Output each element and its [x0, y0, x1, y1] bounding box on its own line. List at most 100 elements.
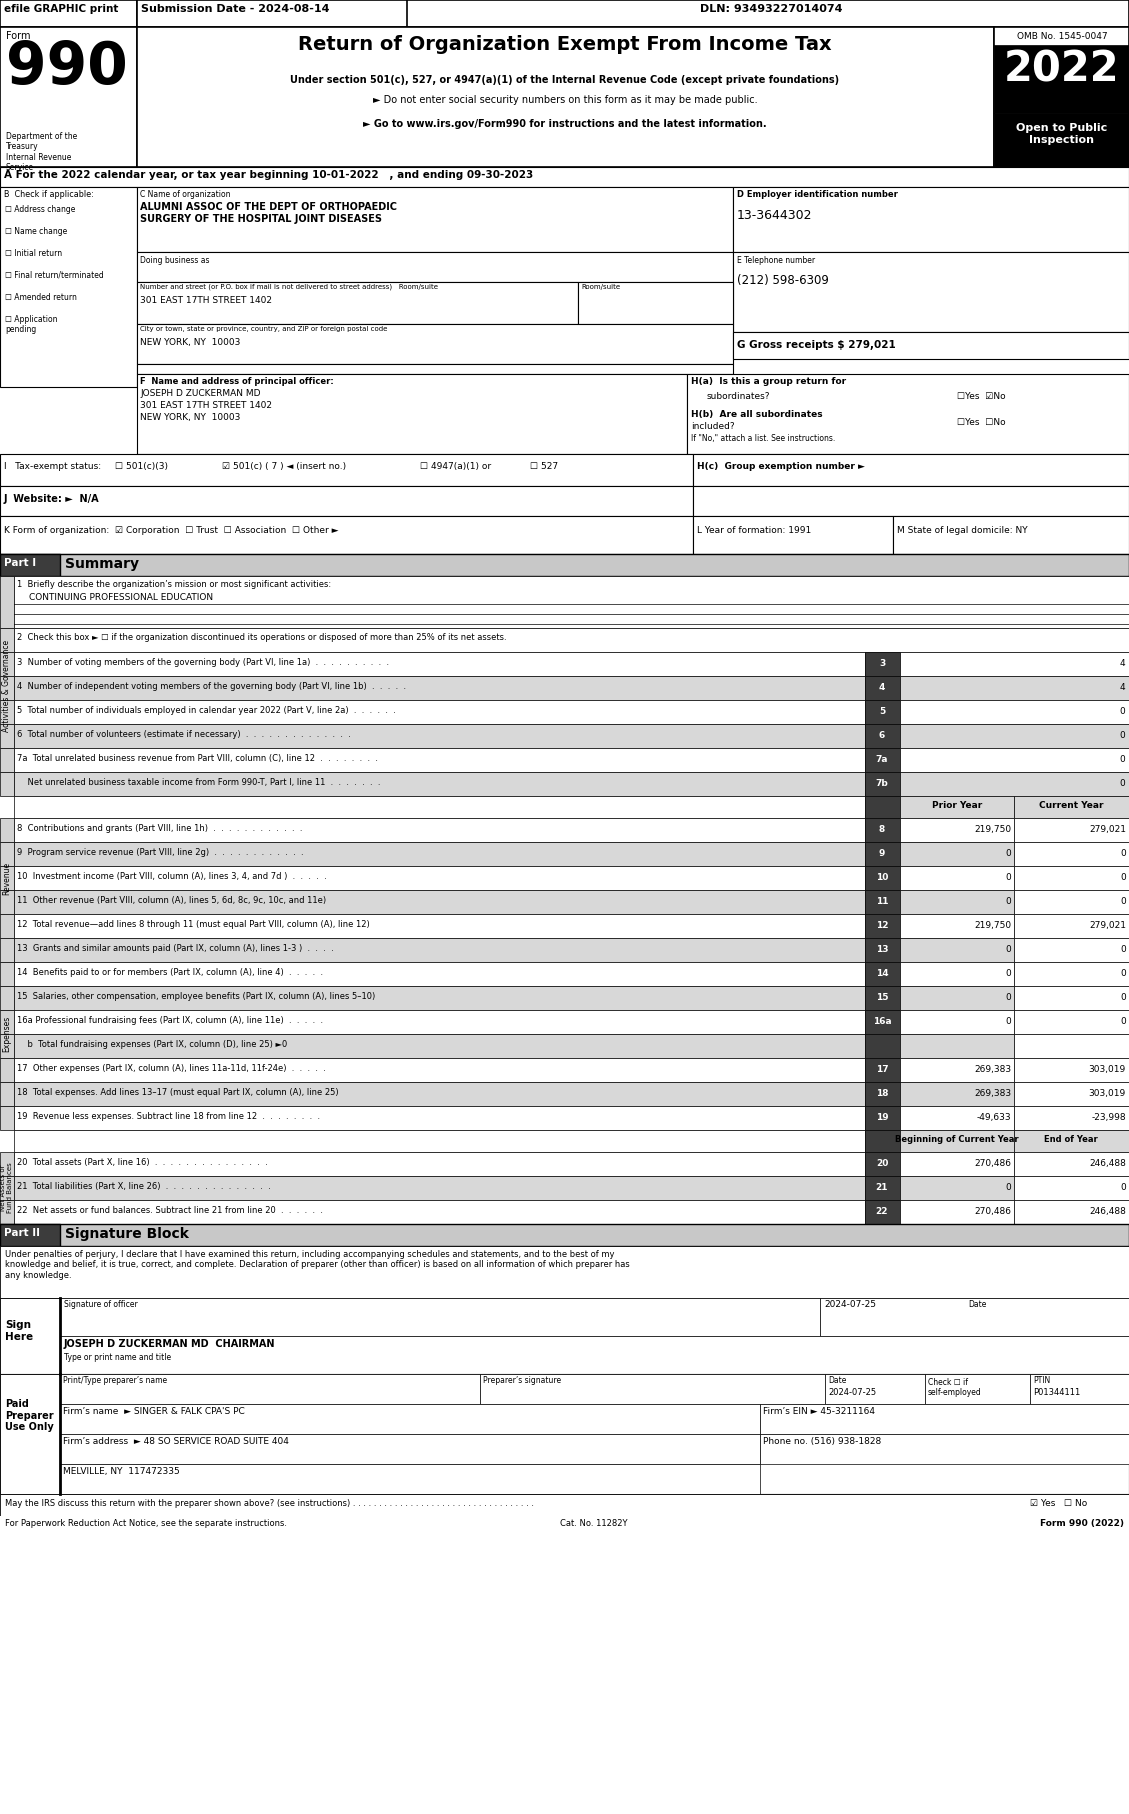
Text: P01344111: P01344111	[1033, 1388, 1080, 1397]
Text: H(c)  Group exemption number ►: H(c) Group exemption number ►	[697, 463, 865, 472]
Text: 279,021: 279,021	[1089, 825, 1126, 834]
Text: L Year of formation: 1991: L Year of formation: 1991	[697, 526, 812, 535]
Text: 279,021: 279,021	[1089, 922, 1126, 931]
Bar	[14, 1058, 865, 1081]
Text: Open to Public
Inspection: Open to Public Inspection	[1016, 123, 1108, 145]
Bar	[14, 724, 865, 747]
Text: End of Year: End of Year	[1044, 1136, 1097, 1145]
Text: 270,486: 270,486	[974, 1159, 1010, 1168]
Text: ☐Yes  ☑No: ☐Yes ☑No	[957, 392, 1006, 401]
Text: Doing business as: Doing business as	[140, 256, 210, 265]
Bar	[865, 865, 900, 891]
Bar	[137, 187, 733, 252]
Text: 0: 0	[1005, 849, 1010, 858]
Text: Under penalties of perjury, I declare that I have examined this return, includin: Under penalties of perjury, I declare th…	[5, 1250, 630, 1281]
Text: CONTINUING PROFESSIONAL EDUCATION: CONTINUING PROFESSIONAL EDUCATION	[29, 593, 213, 602]
Bar	[865, 1201, 900, 1224]
Text: 11: 11	[876, 896, 889, 905]
Bar	[865, 818, 900, 842]
Bar	[0, 961, 14, 987]
Bar	[900, 914, 1014, 938]
Bar	[733, 332, 1129, 359]
Bar	[0, 865, 14, 891]
Bar	[865, 1058, 900, 1081]
Bar	[1014, 818, 1129, 842]
Text: 16a: 16a	[873, 1018, 891, 1027]
Bar	[1014, 914, 1129, 938]
Text: ALUMNI ASSOC OF THE DEPT OF ORTHOPAEDIC: ALUMNI ASSOC OF THE DEPT OF ORTHOPAEDIC	[140, 201, 397, 212]
Text: 22: 22	[876, 1206, 889, 1215]
Text: 0: 0	[1005, 969, 1010, 978]
Text: 0: 0	[1005, 1018, 1010, 1027]
Text: OMB No. 1545-0047: OMB No. 1545-0047	[1017, 33, 1108, 42]
Bar	[14, 700, 865, 724]
Bar	[0, 891, 14, 914]
Bar	[0, 747, 14, 773]
Bar	[0, 677, 14, 700]
Text: NEW YORK, NY  10003: NEW YORK, NY 10003	[140, 337, 240, 346]
Bar	[1014, 1081, 1129, 1107]
Bar	[865, 987, 900, 1010]
Text: 990: 990	[6, 38, 128, 96]
Bar	[14, 628, 1129, 651]
Bar	[0, 1058, 14, 1081]
Bar	[0, 1107, 14, 1130]
Bar	[893, 515, 1129, 553]
Bar	[994, 27, 1129, 167]
Text: Date: Date	[828, 1377, 847, 1386]
Bar	[1014, 865, 1129, 891]
Text: I   Tax-exempt status:: I Tax-exempt status:	[5, 463, 102, 472]
Text: (212) 598-6309: (212) 598-6309	[737, 274, 829, 287]
Text: MELVILLE, NY  117472335: MELVILLE, NY 117472335	[63, 1468, 180, 1477]
Text: 0: 0	[1120, 1183, 1126, 1192]
Text: 18  Total expenses. Add lines 13–17 (must equal Part IX, column (A), line 25): 18 Total expenses. Add lines 13–17 (must…	[17, 1088, 339, 1097]
Bar	[1014, 842, 1129, 865]
Bar	[137, 252, 733, 281]
Bar	[0, 651, 14, 677]
Text: 15: 15	[876, 992, 889, 1001]
Bar	[0, 577, 14, 628]
Bar	[137, 365, 733, 374]
Text: Number and street (or P.O. box if mail is not delivered to street address)   Roo: Number and street (or P.O. box if mail i…	[140, 285, 438, 290]
Text: 7b: 7b	[876, 778, 889, 787]
Bar	[137, 27, 994, 167]
Text: May the IRS discuss this return with the preparer shown above? (see instructions: May the IRS discuss this return with the…	[5, 1498, 534, 1507]
Text: Beginning of Current Year: Beginning of Current Year	[895, 1136, 1018, 1145]
Text: Prior Year: Prior Year	[931, 802, 982, 811]
Text: 7a: 7a	[876, 755, 889, 764]
Bar	[14, 677, 865, 700]
Text: 269,383: 269,383	[974, 1088, 1010, 1097]
Bar	[865, 1081, 900, 1107]
Text: 20  Total assets (Part X, line 16)  .  .  .  .  .  .  .  .  .  .  .  .  .  .  .: 20 Total assets (Part X, line 16) . . . …	[17, 1157, 268, 1166]
Text: 269,383: 269,383	[974, 1065, 1010, 1074]
Text: Expenses: Expenses	[2, 1016, 11, 1052]
Text: Firm’s address  ► 48 SO SERVICE ROAD SUITE 404: Firm’s address ► 48 SO SERVICE ROAD SUIT…	[63, 1437, 289, 1446]
Bar	[994, 45, 1129, 112]
Bar	[0, 700, 14, 724]
Bar	[0, 553, 1129, 577]
Text: 18: 18	[876, 1088, 889, 1097]
Text: ► Go to www.irs.gov/Form990 for instructions and the latest information.: ► Go to www.irs.gov/Form990 for instruct…	[364, 120, 767, 129]
Text: M State of legal domicile: NY: M State of legal domicile: NY	[898, 526, 1027, 535]
Text: 0: 0	[1120, 992, 1126, 1001]
Bar	[0, 818, 14, 842]
Bar	[0, 724, 14, 747]
Bar	[1014, 938, 1129, 961]
Bar	[900, 1130, 1014, 1152]
Bar	[900, 1152, 1014, 1175]
Text: efile GRAPHIC print: efile GRAPHIC print	[5, 4, 119, 15]
Text: 4: 4	[1119, 658, 1124, 668]
Bar	[137, 281, 578, 325]
Bar	[0, 842, 14, 865]
Bar	[865, 747, 900, 773]
Bar	[900, 987, 1014, 1010]
Text: 9  Program service revenue (Part VIII, line 2g)  .  .  .  .  .  .  .  .  .  .  .: 9 Program service revenue (Part VIII, li…	[17, 847, 304, 856]
Text: 301 EAST 17TH STREET 1402: 301 EAST 17TH STREET 1402	[140, 401, 272, 410]
Text: 20: 20	[876, 1159, 889, 1168]
Text: 10  Investment income (Part VIII, column (A), lines 3, 4, and 7d )  .  .  .  .  : 10 Investment income (Part VIII, column …	[17, 873, 326, 882]
Bar	[0, 1495, 1129, 1517]
Bar	[14, 651, 865, 677]
Text: 4: 4	[1119, 684, 1124, 691]
Bar	[0, 1299, 1129, 1373]
Bar	[0, 27, 137, 167]
